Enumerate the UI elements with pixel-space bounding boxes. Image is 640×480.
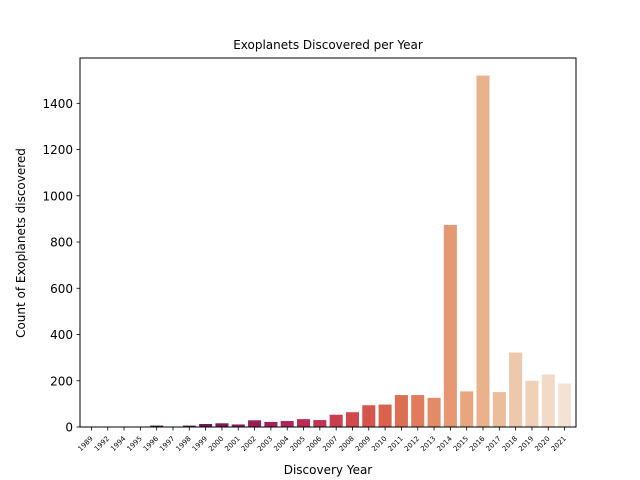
bar-2021 [558, 383, 572, 427]
bar-2011 [394, 395, 408, 427]
x-tick-label: 2017 [484, 435, 502, 453]
y-tick-label: 600 [50, 282, 73, 296]
bar-2020 [541, 374, 555, 427]
x-tick-label: 1996 [142, 434, 161, 453]
x-tick-label: 2018 [501, 435, 519, 453]
bar-2017 [492, 392, 506, 427]
bar-1998 [182, 425, 196, 427]
x-tick-label: 2020 [533, 435, 551, 453]
x-tick-label: 2000 [207, 435, 225, 453]
x-tick-label: 1994 [109, 434, 128, 453]
x-tick-label: 2001 [223, 435, 241, 453]
y-tick-label: 1000 [42, 189, 73, 203]
x-tick-label: 2004 [272, 434, 291, 453]
bar-2005 [297, 419, 311, 427]
y-tick-label: 400 [50, 328, 73, 342]
x-axis: 1989199219941995199619971998199920002001… [77, 427, 568, 453]
bar-1996 [150, 425, 164, 427]
x-tick-label: 2011 [387, 435, 405, 453]
x-tick-label: 1989 [77, 435, 95, 453]
x-tick-label: 1992 [93, 435, 111, 453]
bar-2003 [264, 421, 278, 427]
x-tick-label: 1998 [174, 435, 192, 453]
x-tick-label: 2003 [256, 435, 274, 453]
bar-2018 [509, 352, 523, 427]
bar-2016 [476, 75, 490, 427]
x-tick-label: 2012 [403, 435, 421, 453]
bar-2006 [313, 420, 327, 427]
x-axis-label: Discovery Year [284, 463, 373, 477]
x-tick-label: 2005 [289, 435, 307, 453]
bar-2001 [231, 424, 245, 427]
bar-1999 [199, 423, 213, 427]
y-tick-label: 1400 [42, 97, 73, 111]
bar-2009 [362, 405, 376, 427]
bar-2004 [280, 420, 294, 427]
chart-title: Exoplanets Discovered per Year [233, 38, 423, 52]
x-tick-label: 2009 [354, 435, 372, 453]
x-tick-label: 2007 [321, 435, 339, 453]
x-tick-label: 2021 [550, 435, 568, 453]
y-tick-label: 0 [65, 421, 73, 435]
y-tick-label: 200 [50, 374, 73, 388]
bar-2014 [443, 224, 457, 427]
bar-2008 [345, 412, 359, 427]
x-tick-label: 2019 [517, 435, 535, 453]
y-tick-label: 1200 [42, 143, 73, 157]
x-tick-label: 2008 [338, 435, 356, 453]
x-tick-label: 2015 [452, 435, 470, 453]
bar-2010 [378, 404, 392, 427]
bar-2013 [427, 397, 441, 427]
x-tick-label: 2010 [370, 435, 388, 453]
bar-2007 [329, 414, 343, 427]
y-axis: 0 200 400 600 800 1000 1200 1400 [42, 97, 80, 435]
bar-2019 [525, 380, 539, 427]
x-tick-label: 1997 [158, 435, 176, 453]
plot-frame [79, 57, 577, 428]
bar-2000 [215, 423, 229, 427]
bars-group [84, 75, 572, 427]
x-tick-label: 2002 [240, 435, 258, 453]
bar-2002 [248, 420, 262, 427]
x-tick-label: 2016 [468, 434, 487, 453]
x-tick-label: 1999 [191, 435, 209, 453]
x-tick-label: 2006 [305, 434, 324, 453]
bar-2015 [460, 391, 474, 427]
x-tick-label: 1995 [126, 435, 144, 453]
y-axis-label: Count of Exoplanets discovered [14, 148, 28, 338]
x-tick-label: 2013 [419, 435, 437, 453]
x-tick-label: 2014 [436, 434, 455, 453]
bar-2012 [411, 395, 425, 427]
y-tick-label: 800 [50, 236, 73, 250]
